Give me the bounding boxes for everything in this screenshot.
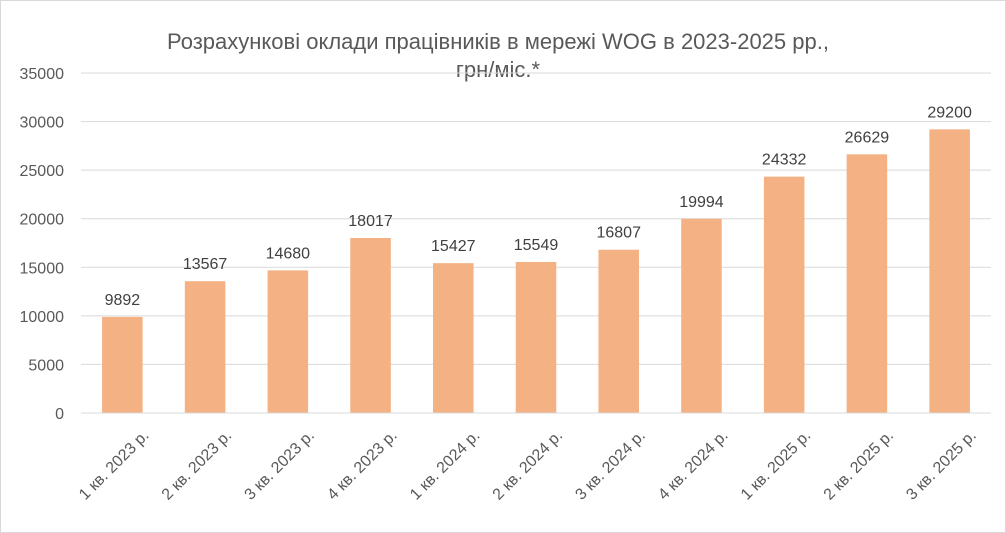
chart-subtitle: грн/міс.* xyxy=(456,57,541,82)
y-tick-label: 15000 xyxy=(20,260,65,277)
chart-title: Розрахункові оклади працівників в мережі… xyxy=(167,29,829,54)
y-tick-label: 30000 xyxy=(20,115,65,132)
y-tick-label: 35000 xyxy=(20,66,65,83)
data-label: 19994 xyxy=(679,194,724,211)
data-label: 16807 xyxy=(596,225,641,242)
x-tick-label: 1 кв. 2023 р. xyxy=(76,427,152,503)
y-axis-ticks: 0 5000 10000 15000 20000 25000 30000 35000 xyxy=(20,66,65,423)
x-tick-label: 3 кв. 2025 р. xyxy=(903,427,979,503)
bar xyxy=(515,261,557,413)
y-tick-label: 20000 xyxy=(20,212,65,229)
bar xyxy=(267,270,309,413)
x-tick-label: 4 кв. 2023 р. xyxy=(324,427,400,503)
data-label: 29200 xyxy=(927,104,972,121)
y-tick-label: 10000 xyxy=(20,309,65,326)
data-label: 18017 xyxy=(348,213,393,230)
bar xyxy=(929,129,970,414)
y-tick-label: 0 xyxy=(55,406,64,423)
y-tick-label: 5000 xyxy=(28,357,64,374)
data-label: 13567 xyxy=(183,256,228,273)
data-label: 15549 xyxy=(514,237,559,254)
x-tick-label: 1 кв. 2024 р. xyxy=(407,427,483,503)
bar xyxy=(433,263,474,413)
bar xyxy=(763,176,805,413)
bar xyxy=(102,316,143,413)
x-tick-label: 4 кв. 2024 р. xyxy=(655,427,731,503)
x-tick-label: 2 кв. 2024 р. xyxy=(490,427,566,503)
x-tick-label: 2 кв. 2025 р. xyxy=(821,427,897,503)
data-label: 15427 xyxy=(431,238,476,255)
bar xyxy=(350,237,391,413)
bar xyxy=(598,249,639,413)
data-labels: 9892 13567 14680 18017 15427 15549 16807 19994 2… xyxy=(105,104,972,309)
data-label: 24332 xyxy=(762,152,807,169)
data-label: 26629 xyxy=(845,129,890,146)
bar xyxy=(681,218,722,413)
x-tick-label: 3 кв. 2024 р. xyxy=(572,427,648,503)
x-tick-label: 1 кв. 2025 р. xyxy=(738,427,814,503)
x-axis-ticks: 1 кв. 2023 р. 2 кв. 2023 р. 3 кв. 2023 р. 4… xyxy=(76,427,980,503)
data-label: 14680 xyxy=(266,245,311,262)
bar xyxy=(846,154,888,413)
x-tick-label: 3 кв. 2023 р. xyxy=(242,427,318,503)
data-label: 9892 xyxy=(105,292,141,309)
bar xyxy=(184,281,226,413)
x-tick-label: 2 кв. 2023 р. xyxy=(159,427,235,503)
bars xyxy=(102,129,970,414)
y-tick-label: 25000 xyxy=(20,163,65,180)
